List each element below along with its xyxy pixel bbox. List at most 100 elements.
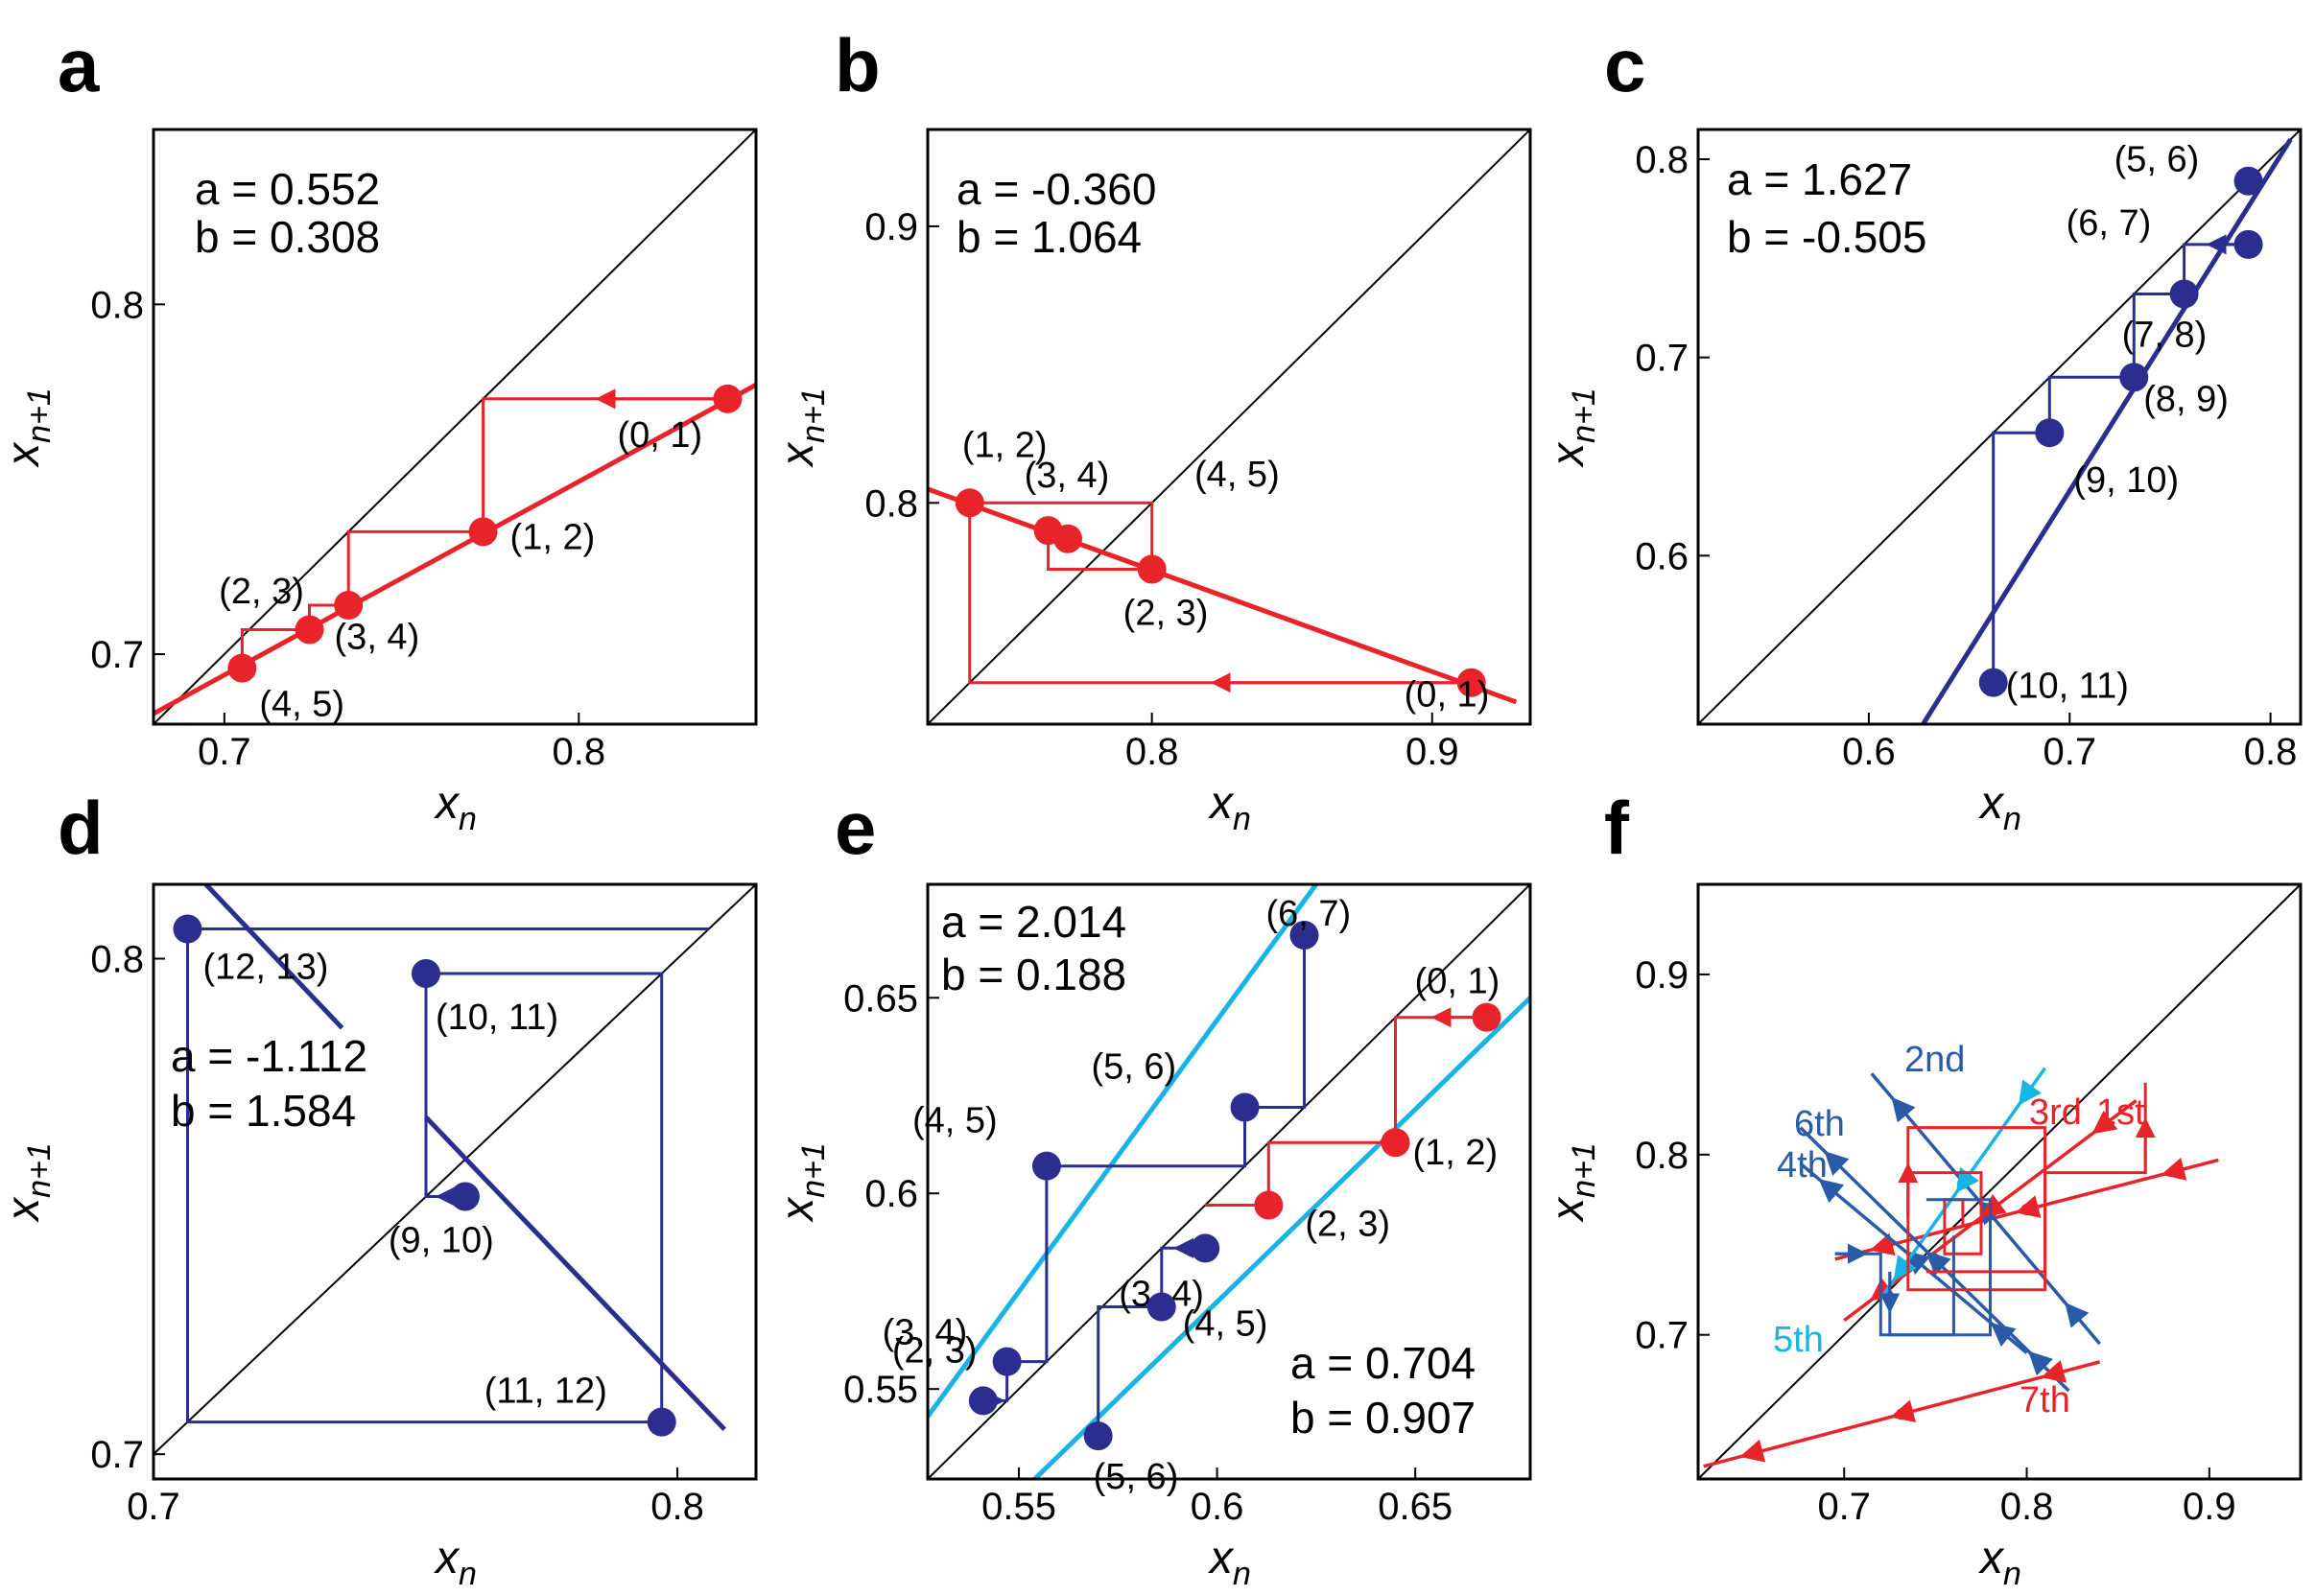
- data-point: [227, 653, 257, 683]
- map-line: [424, 1115, 727, 1432]
- panel-d: d (12, 13) (10, 11) (9, 10) (11, 12) a = -1.1…: [0, 786, 758, 1592]
- point-label: (3, 4): [1025, 456, 1110, 496]
- data-point: [1472, 1002, 1501, 1032]
- axes-frame: [152, 128, 758, 726]
- param-a: a = -1.112: [171, 1031, 367, 1081]
- param-a: a = 1.627: [1727, 154, 1912, 204]
- point-label: (0, 1): [1405, 675, 1490, 716]
- series-arrow: [1891, 1096, 1916, 1123]
- y-tick-label: 0.8: [864, 482, 918, 525]
- data-point: [2035, 418, 2065, 448]
- iteration-label: 5th: [1773, 1320, 1824, 1360]
- data-point: [1191, 1233, 1220, 1263]
- iteration-label: 6th: [1794, 1104, 1845, 1144]
- x-tick-label: 0.9: [2183, 1486, 2236, 1528]
- plot-area: [1698, 884, 2301, 1479]
- data-point: [295, 615, 324, 645]
- x-tick-label: 0.7: [198, 731, 251, 773]
- point-label: (11, 12): [484, 1372, 607, 1412]
- y-axis-label: xn+1: [0, 1142, 58, 1223]
- identity-line: [928, 129, 1530, 724]
- data-point: [1137, 554, 1167, 584]
- map-line: [154, 383, 756, 716]
- data-point: [713, 384, 743, 413]
- data-point: [2169, 279, 2199, 309]
- axes-frame: [1696, 882, 2303, 1481]
- series-arrow: [2041, 1359, 2067, 1383]
- y-axis-label: xn+1: [1543, 387, 1602, 468]
- panel-letter: f: [1604, 786, 1630, 870]
- point-label: (1, 2): [510, 517, 596, 557]
- panel-a: a (0, 1) (1, 2) (2, 3) (3, 4) (4, 5) a = 0.552…: [0, 23, 758, 837]
- series-point: [1896, 1408, 1908, 1420]
- point-label: (7, 8): [2122, 316, 2208, 356]
- series-arrow: [2161, 1157, 2187, 1181]
- x-tick-label: 0.8: [2000, 1486, 2054, 1528]
- point-label: (2, 3): [1305, 1204, 1390, 1244]
- x-axis-label: xn: [1208, 778, 1251, 837]
- y-tick-label: 0.8: [90, 284, 144, 326]
- x-tick-label: 0.8: [552, 731, 605, 773]
- panel-letter: e: [835, 786, 876, 870]
- panel-letter: a: [58, 23, 100, 107]
- series-point: [1928, 1253, 1941, 1265]
- iteration-label: 1st: [2096, 1092, 2145, 1133]
- axes-frame: [1696, 128, 2303, 726]
- x-tick-label: 0.7: [127, 1486, 180, 1528]
- point-label: (1, 2): [962, 425, 1048, 465]
- x-tick-label: 0.8: [2244, 731, 2298, 773]
- x-axis-label: xn: [1978, 1533, 2021, 1592]
- data-point: [992, 1347, 1022, 1376]
- series-arrow: [2027, 1350, 2054, 1376]
- panel-c: c (5, 6) (6, 7) (7, 8) (8, 9) (9, 10) (10, 11)…: [1543, 23, 2303, 837]
- panel-e: e(0, 1)(1, 2)(2, 3)(3, 4)(4, 5)(5, 6)(2,…: [772, 786, 1532, 1592]
- axes-frame: [926, 128, 1532, 726]
- data-point: [450, 1182, 480, 1211]
- point-label: (5, 6): [1092, 1047, 1177, 1088]
- point-label: (8, 9): [2143, 379, 2229, 419]
- x-tick-label: 0.8: [1125, 731, 1179, 773]
- axes-frame: [152, 882, 758, 1481]
- point-label: (4, 5): [1194, 455, 1280, 495]
- data-point: [334, 591, 364, 620]
- param-b: b = -0.505: [1727, 212, 1926, 262]
- data-point: [1146, 1292, 1176, 1322]
- point-label: (6, 7): [2067, 203, 2152, 244]
- identity-line: [1698, 129, 2301, 724]
- panel-b: b (0, 1) (1, 2) (2, 3) (3, 4) (4, 5) a = -0.36…: [772, 23, 1532, 837]
- panel-f: f 1st 2nd 3rd 4th 5th 6th 7th 0.7 0.8 0.9 0.7 0.8 0.9…: [1543, 786, 2303, 1592]
- series-arrow: [1869, 1232, 1896, 1256]
- data-point: [468, 517, 498, 547]
- param-a: a = 2.014: [941, 897, 1126, 947]
- y-tick-label: 0.7: [90, 634, 144, 676]
- series-arrow: [2065, 1302, 2090, 1328]
- data-point: [1381, 1128, 1410, 1158]
- map-line: [203, 884, 344, 1030]
- data-point: [647, 1407, 676, 1437]
- data-point: [1254, 1190, 1284, 1220]
- iteration-label: 7th: [2020, 1380, 2070, 1420]
- point-label: (4, 5): [912, 1101, 998, 1141]
- identity-line: [928, 884, 1530, 1479]
- x-tick-label: 0.7: [1817, 1486, 1871, 1528]
- series-point: [1956, 1177, 1969, 1189]
- data-point: [2233, 229, 2263, 259]
- identity-line: [1698, 884, 2301, 1479]
- point-label: (5, 6): [1094, 1457, 1179, 1497]
- x-axis-label: xn: [1978, 778, 2021, 837]
- data-point: [411, 959, 440, 988]
- cobweb-path: [1906, 1126, 2047, 1274]
- y-tick-label: 0.7: [1635, 338, 1689, 380]
- data-point: [2233, 166, 2263, 196]
- point-label: (12, 13): [202, 948, 328, 988]
- point-label: (2, 3): [1123, 594, 1209, 634]
- identity-line: [154, 129, 756, 724]
- data-point: [1083, 1421, 1113, 1451]
- map-line: [928, 884, 1318, 1419]
- param-a: a = 0.704: [1290, 1338, 1476, 1388]
- data-point: [1289, 921, 1319, 951]
- iteration-label: 3rd: [2029, 1092, 2082, 1133]
- y-axis-label: xn+1: [0, 387, 58, 468]
- series-arrow: [1824, 1150, 1850, 1176]
- data-point: [173, 914, 202, 944]
